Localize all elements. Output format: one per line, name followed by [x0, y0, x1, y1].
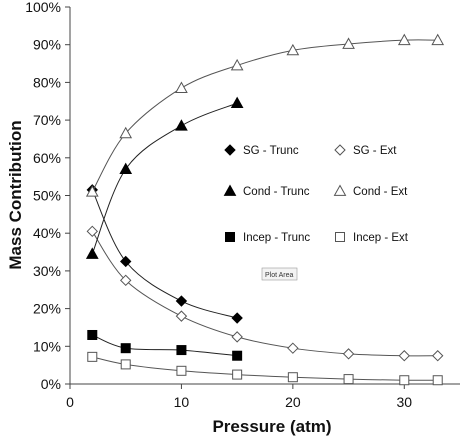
data-point	[176, 345, 187, 356]
data-point	[230, 96, 244, 109]
legend-label: Cond - Trunc	[243, 186, 310, 198]
data-point	[85, 185, 99, 197]
data-point	[232, 350, 243, 361]
legend-label: Cond - Ext	[353, 186, 408, 198]
legend-entry: Cond - Ext	[333, 184, 408, 198]
data-point	[231, 331, 243, 343]
data-point	[119, 126, 133, 139]
y-tick-label: 20%	[33, 301, 61, 317]
tooltip-box	[261, 267, 298, 281]
data-point	[342, 348, 355, 360]
series-sg-trunc	[86, 184, 243, 324]
legend-label: SG - Trunc	[243, 145, 299, 157]
series-line	[91, 39, 438, 192]
y-tick-label: 80%	[33, 74, 61, 90]
legend-marker	[225, 232, 235, 242]
y-tick-label: 100%	[25, 0, 61, 15]
data-point	[175, 310, 188, 322]
data-point	[85, 247, 99, 259]
x-tick-label: 10	[174, 394, 190, 410]
y-tick-label: 30%	[33, 263, 61, 279]
data-point	[342, 37, 355, 49]
x-tick-label: 20	[285, 394, 301, 410]
data-point	[175, 119, 188, 131]
data-point	[175, 295, 188, 307]
legend-marker	[334, 144, 346, 156]
y-tick-label: 60%	[33, 150, 61, 166]
data-point	[398, 350, 410, 362]
data-point	[287, 372, 298, 383]
y-tick-label: 90%	[33, 37, 61, 53]
data-point	[119, 162, 133, 175]
series-line	[91, 189, 238, 319]
series-sg-ext	[86, 225, 444, 362]
y-tick-label: 70%	[33, 112, 61, 128]
series-cond-trunc	[85, 96, 244, 259]
data-point	[399, 375, 410, 386]
y-tick-label: 10%	[33, 338, 61, 354]
data-point	[287, 342, 299, 354]
legend-marker	[224, 144, 236, 156]
legend-marker	[223, 184, 237, 196]
data-point	[397, 33, 411, 46]
legend-entry: Incep - Trunc	[225, 232, 310, 244]
y-tick-label: 50%	[33, 188, 61, 204]
series-cond-ext	[85, 33, 445, 197]
data-point	[87, 329, 98, 340]
data-point	[431, 33, 445, 46]
series-line	[92, 356, 438, 381]
legend-marker	[333, 184, 347, 196]
data-point	[120, 255, 132, 268]
legend-entry: SG - Ext	[334, 144, 397, 157]
legend-entry: Cond - Trunc	[223, 184, 310, 198]
data-point	[343, 374, 354, 385]
data-point	[432, 375, 443, 386]
series-incep-ext	[87, 351, 443, 386]
series-incep-trunc	[87, 329, 243, 361]
legend-label: Incep - Trunc	[243, 232, 310, 244]
legend-entry: Incep - Ext	[335, 232, 409, 244]
legend-label: Incep - Ext	[353, 232, 409, 244]
legend-label: SG - Ext	[353, 145, 397, 157]
data-point	[286, 43, 300, 56]
ticks-layer: 0% 10% 20% 30% 40% 50% 60% 70% 80% 90% 100% 0 10 20 30	[25, 0, 460, 410]
x-tick-label: 30	[396, 394, 412, 410]
legend-marker	[335, 232, 345, 242]
legend-layer: SG - Trunc SG - Ext Cond - Trunc Cond - Ext…	[223, 144, 409, 244]
data-point	[120, 274, 132, 287]
series-line	[91, 231, 438, 357]
data-point	[86, 225, 98, 238]
tooltip-label: Plot Area	[265, 272, 294, 279]
series-line	[92, 334, 238, 357]
legend-entry: SG - Trunc	[224, 144, 299, 157]
data-point	[176, 365, 187, 376]
data-point	[432, 350, 444, 362]
data-point	[232, 369, 243, 380]
data-point	[120, 343, 131, 354]
y-tick-label: 40%	[33, 225, 61, 241]
plot-layer: Plot Area	[85, 33, 445, 386]
data-point	[87, 351, 98, 362]
y-tick-label: 0%	[41, 376, 61, 392]
x-axis-title: Pressure (atm)	[212, 417, 331, 436]
plot-area-tooltip: Plot Area	[261, 267, 298, 281]
data-point	[230, 58, 244, 71]
data-point	[120, 359, 131, 370]
y-axis-title: Mass Contribution	[6, 120, 25, 269]
data-point	[175, 81, 188, 93]
x-tick-label: 0	[66, 394, 74, 410]
data-point	[231, 312, 243, 324]
series-line	[91, 102, 238, 255]
